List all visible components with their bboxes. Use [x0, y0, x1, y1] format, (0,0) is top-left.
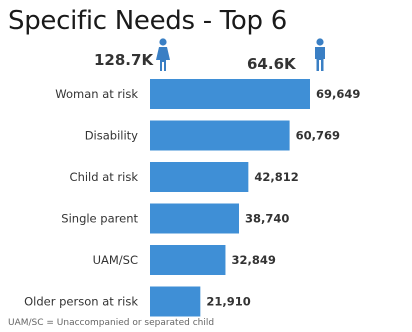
bar-2	[150, 162, 249, 192]
category-label-4: UAM/SC	[93, 253, 138, 267]
value-label-0: 69,649	[316, 87, 360, 101]
value-label-2: 42,812	[254, 170, 298, 184]
bar-3	[150, 203, 239, 234]
value-label-5: 21,910	[206, 295, 250, 309]
category-label-1: Disability	[85, 129, 138, 143]
male-count: 64.6K	[247, 55, 296, 73]
category-label-5: Older person at risk	[24, 295, 138, 309]
value-label-1: 60,769	[296, 129, 340, 143]
bar-4	[150, 245, 226, 275]
bar-1	[150, 120, 290, 151]
value-label-3: 38,740	[245, 212, 289, 226]
female-count: 128.7K	[94, 51, 154, 69]
bar-5	[150, 286, 201, 317]
value-label-4: 32,849	[231, 253, 275, 267]
category-label-0: Woman at risk	[55, 87, 138, 101]
footnote: UAM/SC = Unaccompanied or separated chil…	[8, 318, 215, 328]
category-label-2: Child at risk	[70, 170, 139, 184]
category-label-3: Single parent	[61, 212, 138, 226]
female-person-icon	[156, 38, 170, 71]
male-person-icon	[315, 38, 325, 71]
chart-title: Specific Needs - Top 6	[8, 6, 287, 36]
bar-0	[150, 79, 310, 109]
